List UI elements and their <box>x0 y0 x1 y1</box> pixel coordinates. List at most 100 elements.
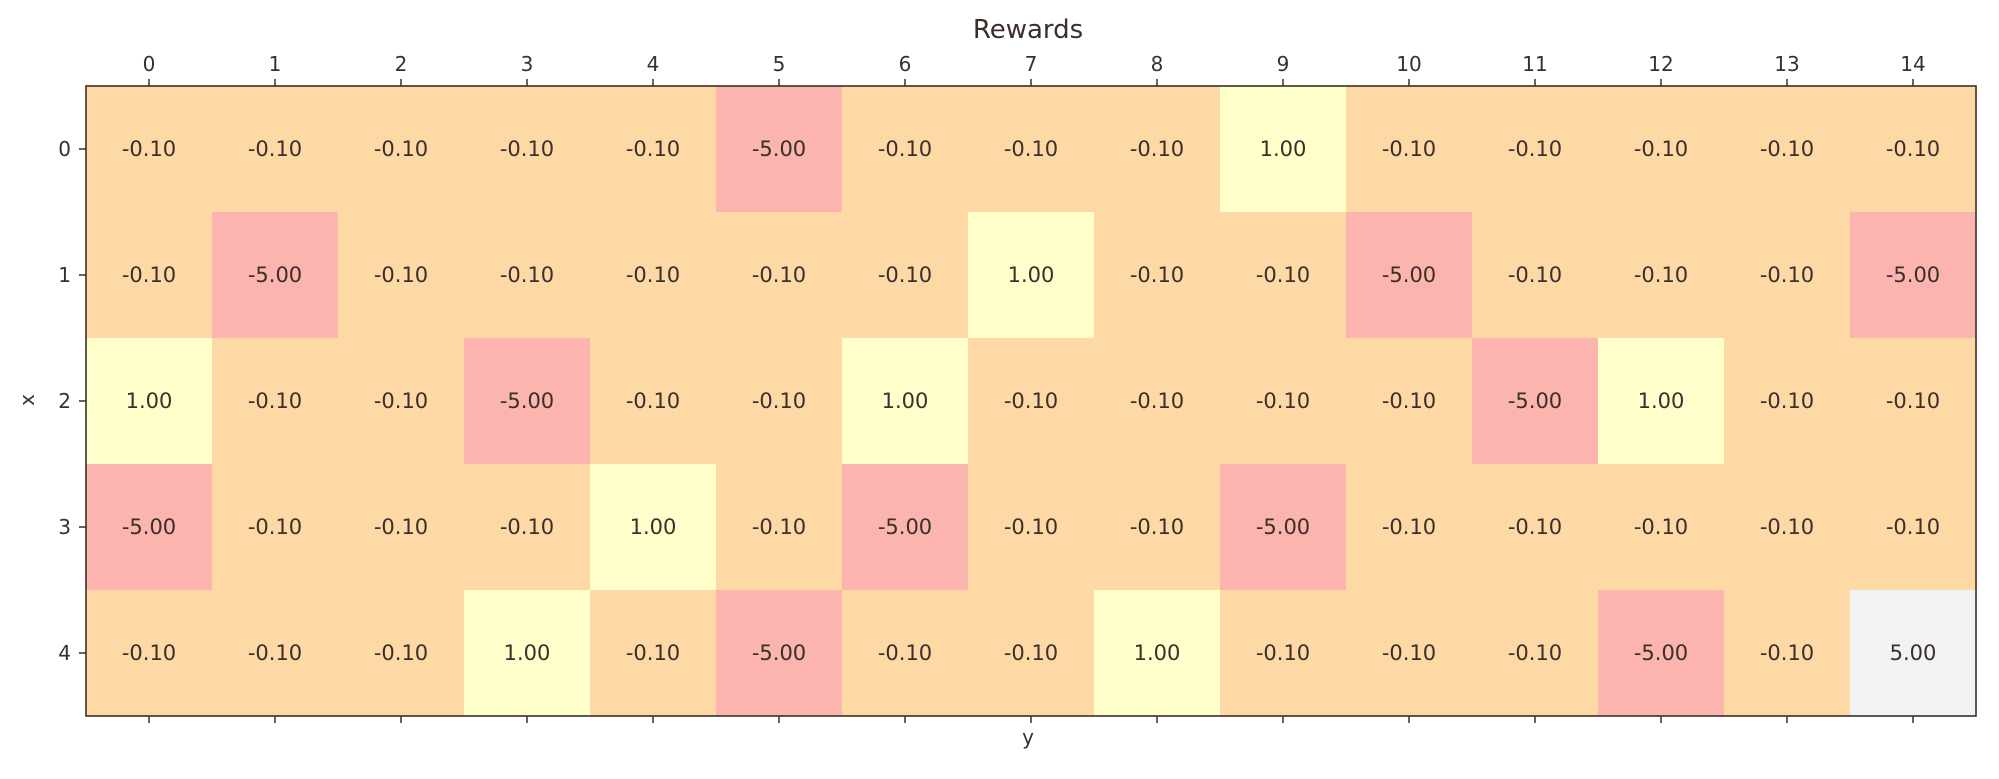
heatmap-cell <box>1220 338 1347 465</box>
y-tick-label: 3 <box>58 515 71 539</box>
heatmap-cell <box>1220 590 1347 717</box>
heatmap-cells <box>86 86 1977 717</box>
cell-value-label: -0.10 <box>1004 641 1058 665</box>
chart-title: Rewards <box>973 15 1083 45</box>
heatmap-cell <box>86 212 213 339</box>
cell-value-label: -0.10 <box>1760 389 1814 413</box>
cell-value-label: 1.00 <box>1134 641 1181 665</box>
cell-value-label: -0.10 <box>1004 515 1058 539</box>
heatmap-cell <box>212 212 339 339</box>
heatmap-cell <box>86 338 213 465</box>
cell-value-label: -0.10 <box>626 389 680 413</box>
heatmap-cell <box>716 464 843 591</box>
cell-value-label: -5.00 <box>752 641 806 665</box>
heatmap-cell <box>212 338 339 465</box>
heatmap-cell <box>1850 212 1977 339</box>
heatmap-cell <box>1724 338 1851 465</box>
heatmap-cell <box>338 464 465 591</box>
cell-value-label: -0.10 <box>1382 137 1436 161</box>
cell-value-label: -5.00 <box>248 263 302 287</box>
cell-value-label: -0.10 <box>626 641 680 665</box>
cell-value-label: -0.10 <box>500 137 554 161</box>
cell-value-label: -0.10 <box>248 137 302 161</box>
cell-value-label: -5.00 <box>752 137 806 161</box>
cell-value-label: -0.10 <box>1004 137 1058 161</box>
x-tick-label: 12 <box>1648 52 1673 76</box>
x-tick-label: 9 <box>1277 52 1290 76</box>
cell-value-label: 1.00 <box>126 389 173 413</box>
heatmap-cell <box>968 338 1095 465</box>
x-tick-label: 8 <box>1151 52 1164 76</box>
cell-value-label: -0.10 <box>374 137 428 161</box>
cell-value-label: -5.00 <box>1634 641 1688 665</box>
heatmap-cell <box>968 590 1095 717</box>
cell-value-label: -0.10 <box>1886 389 1940 413</box>
cell-value-label: -5.00 <box>1256 515 1310 539</box>
heatmap-cell <box>86 590 213 717</box>
cell-value-label: -0.10 <box>500 263 554 287</box>
heatmap-cell <box>1598 338 1725 465</box>
cell-value-label: -0.10 <box>248 515 302 539</box>
cell-value-label: -0.10 <box>752 515 806 539</box>
cell-value-label: -0.10 <box>1130 263 1184 287</box>
cell-value-label: -0.10 <box>752 263 806 287</box>
heatmap-cell <box>716 86 843 213</box>
heatmap-cell <box>1850 464 1977 591</box>
x-tick-label: 2 <box>395 52 408 76</box>
cell-value-label: -0.10 <box>1256 389 1310 413</box>
heatmap-cell <box>464 86 591 213</box>
heatmap-cell <box>1346 86 1473 213</box>
cell-value-label: -0.10 <box>1886 137 1940 161</box>
heatmap-cell <box>1346 590 1473 717</box>
heatmap-cell <box>968 464 1095 591</box>
heatmap-cell <box>590 338 717 465</box>
cell-value-label: -0.10 <box>1634 515 1688 539</box>
cell-value-label: -0.10 <box>1760 263 1814 287</box>
heatmap-cell <box>1724 212 1851 339</box>
heatmap-cell <box>1220 212 1347 339</box>
cell-value-label: -0.10 <box>1382 641 1436 665</box>
heatmap-cell <box>1724 86 1851 213</box>
heatmap-cell <box>1598 212 1725 339</box>
heatmap-cell <box>968 212 1095 339</box>
cell-value-label: -0.10 <box>1508 137 1562 161</box>
cell-value-label: -0.10 <box>248 641 302 665</box>
y-tick-label: 1 <box>58 263 71 287</box>
cell-value-label: -0.10 <box>626 263 680 287</box>
cell-value-label: -0.10 <box>500 515 554 539</box>
cell-value-label: -0.10 <box>1508 263 1562 287</box>
cell-value-label: -0.10 <box>1760 641 1814 665</box>
y-tick-label: 2 <box>58 389 71 413</box>
cell-value-label: -0.10 <box>1130 389 1184 413</box>
heatmap-cell-labels: -0.10 -0.10 -0.10 -0.10 -0.10 -5.00 -0.10 -0.10… <box>122 137 1940 665</box>
cell-value-label: -0.10 <box>1004 389 1058 413</box>
heatmap-cell <box>842 464 969 591</box>
y-axis-label: x <box>15 394 39 406</box>
cell-value-label: 1.00 <box>1638 389 1685 413</box>
heatmap-cell <box>590 590 717 717</box>
heatmap-cell <box>212 464 339 591</box>
cell-value-label: -5.00 <box>122 515 176 539</box>
cell-value-label: -0.10 <box>1760 137 1814 161</box>
y-tick-label: 0 <box>58 137 71 161</box>
x-axis-label: y <box>1022 725 1034 749</box>
heatmap-cell <box>590 212 717 339</box>
heatmap-cell <box>86 464 213 591</box>
cell-value-label: 1.00 <box>882 389 929 413</box>
heatmap-cell <box>842 338 969 465</box>
heatmap-cell <box>1094 86 1221 213</box>
heatmap-cell <box>716 338 843 465</box>
heatmap-cell <box>716 212 843 339</box>
cell-value-label: -0.10 <box>122 263 176 287</box>
heatmap-cell <box>1472 212 1599 339</box>
y-tick-label: 4 <box>58 641 71 665</box>
cell-value-label: -0.10 <box>374 515 428 539</box>
cell-value-label: -0.10 <box>374 263 428 287</box>
x-tick-label: 1 <box>269 52 282 76</box>
heatmap-cell <box>1346 212 1473 339</box>
heatmap-cell <box>464 464 591 591</box>
heatmap-cell <box>464 338 591 465</box>
cell-value-label: -5.00 <box>1382 263 1436 287</box>
cell-value-label: -0.10 <box>374 641 428 665</box>
